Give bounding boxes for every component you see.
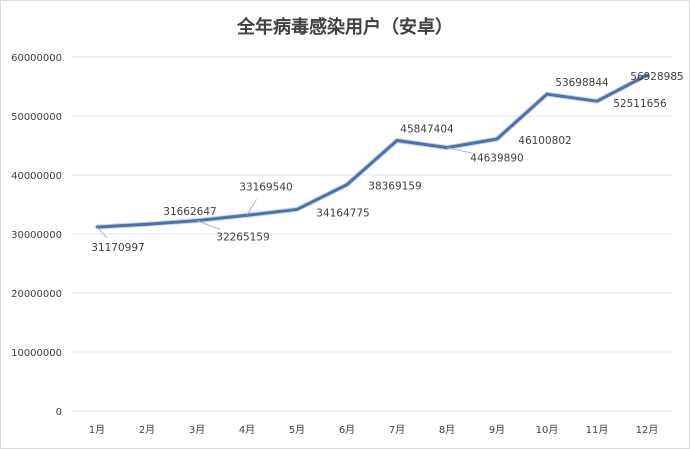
- x-tick-label: 10月: [536, 424, 559, 436]
- x-tick-label: 12月: [636, 424, 659, 436]
- x-tick-label: 1月: [89, 424, 105, 436]
- data-label: 31662647: [163, 206, 216, 218]
- y-tick-label: 20000000: [11, 289, 62, 300]
- y-tick-label: 50000000: [11, 112, 62, 123]
- y-tick-label: 40000000: [11, 171, 62, 182]
- data-label: 34164775: [316, 207, 369, 219]
- data-point: [145, 222, 149, 226]
- data-point: [595, 99, 599, 103]
- data-point: [295, 207, 299, 211]
- data-point: [645, 73, 649, 77]
- data-label: 38369159: [368, 181, 421, 193]
- y-tick-label: 30000000: [11, 230, 62, 241]
- data-label: 44639890: [470, 153, 523, 165]
- x-tick-label: 7月: [389, 424, 405, 436]
- data-label: 52511656: [613, 98, 667, 110]
- data-label: 31170997: [91, 242, 144, 254]
- data-label: 33169540: [239, 181, 292, 193]
- x-tick-label: 2月: [139, 424, 155, 436]
- data-point: [545, 92, 549, 96]
- y-tick-label: 10000000: [11, 348, 62, 359]
- x-tick-label: 3月: [189, 424, 205, 436]
- y-tick-label: 60000000: [11, 53, 62, 64]
- data-label: 56928985: [630, 71, 683, 83]
- leader-line: [246, 199, 257, 216]
- data-label: 45847404: [400, 124, 454, 136]
- data-point: [395, 139, 399, 143]
- chart-title: 全年病毒感染用户（安卓）: [236, 16, 453, 38]
- data-point: [345, 183, 349, 187]
- x-tick-label: 11月: [586, 424, 609, 436]
- data-label: 46100802: [518, 135, 571, 147]
- x-tick-label: 9月: [489, 424, 505, 436]
- leader-line: [446, 147, 473, 154]
- data-label: 32265159: [216, 232, 269, 244]
- leader-line: [196, 220, 221, 230]
- data-point: [495, 137, 499, 141]
- x-tick-label: 4月: [239, 424, 255, 436]
- x-tick-label: 8月: [439, 424, 455, 436]
- y-tick-label: 0: [56, 407, 62, 418]
- data-label: 53698844: [555, 77, 609, 89]
- x-tick-label: 5月: [289, 424, 305, 436]
- leader-line: [96, 226, 108, 239]
- series-line: [96, 73, 648, 229]
- x-tick-label: 6月: [339, 424, 355, 436]
